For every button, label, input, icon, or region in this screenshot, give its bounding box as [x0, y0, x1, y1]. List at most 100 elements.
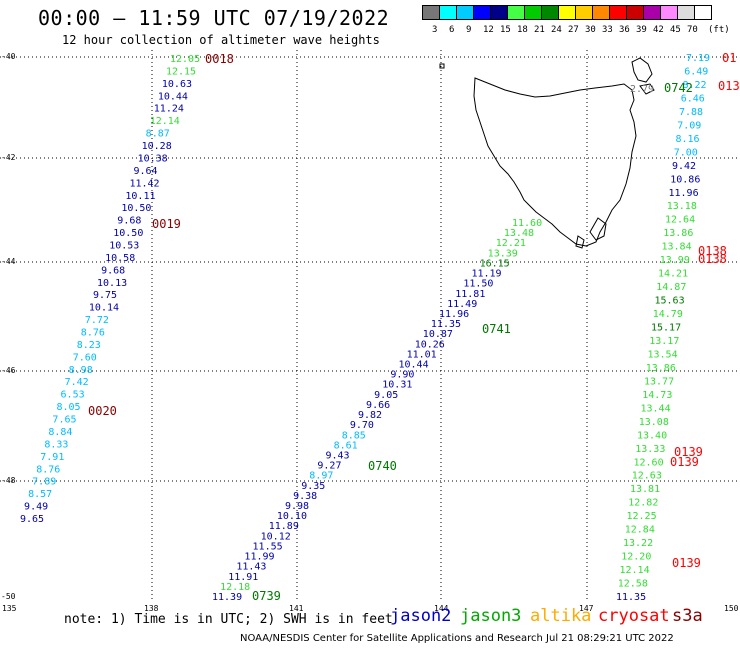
wave-height-value: 13.86	[663, 228, 693, 239]
pass-time-label: 0739	[252, 589, 281, 603]
pass-time-label: 0138	[698, 244, 727, 258]
wave-height-value: 15.63	[655, 296, 685, 307]
wave-height-value: 9.05	[374, 390, 398, 401]
wave-height-value: 6.46	[681, 93, 705, 104]
wave-height-value: 10.44	[158, 91, 188, 102]
wave-height-value: 10.50	[121, 203, 151, 214]
wave-height-value: 11.49	[447, 299, 477, 310]
wave-height-value: 9.42	[672, 161, 696, 172]
wave-height-value: 11.19	[471, 269, 501, 280]
wave-height-value: 13.99	[660, 255, 690, 266]
map-title: 00:00 – 11:59 UTC 07/19/2022	[38, 6, 390, 30]
wave-height-value: 7.00	[674, 147, 698, 158]
bruny-island	[575, 235, 585, 249]
wave-height-value: 12.15	[166, 66, 196, 77]
wave-height-value: 12.21	[496, 238, 526, 249]
wave-height-value: 11.55	[253, 541, 283, 552]
wave-height-value: 9.66	[366, 400, 390, 411]
small-island-north	[439, 63, 445, 69]
wave-height-value: 8.16	[676, 134, 700, 145]
mission-altika: altika	[530, 606, 592, 626]
wave-height-value: 11.39	[212, 592, 242, 603]
wave-height-value: 15.17	[651, 323, 681, 334]
pass-time-label: 0740	[368, 459, 397, 473]
pass-time-label: 0139	[670, 455, 699, 469]
wave-height-value: 12.20	[621, 552, 651, 563]
wave-height-value: 13.44	[641, 403, 671, 414]
note-text: note: 1) Time is in UTC; 2) SWH is in fe…	[64, 612, 393, 627]
wave-height-value: 14.73	[642, 390, 672, 401]
latitude-label: -50	[1, 592, 16, 601]
grid-lines	[0, 50, 740, 600]
wave-height-value: 9.90	[390, 370, 414, 381]
wave-height-value: 12.14	[150, 116, 180, 127]
wave-height-value: 9.82	[358, 410, 382, 421]
wave-height-value: 11.35	[431, 319, 461, 330]
wave-height-value: 14.21	[658, 269, 688, 280]
latitude-label: -48	[1, 476, 16, 485]
scale-label: 30	[585, 25, 596, 35]
wave-height-value: 8.05	[56, 402, 80, 413]
wave-height-value: 2.79	[630, 84, 654, 95]
wave-height-value: 8.76	[36, 464, 60, 475]
scale-label: 15	[500, 25, 511, 35]
wave-height-value: 10.53	[109, 240, 139, 251]
wave-height-value: 9.27	[317, 461, 341, 472]
wave-height-value: 9.68	[117, 216, 141, 227]
wave-height-value: 11.50	[463, 279, 493, 290]
wave-height-value: 7.88	[679, 107, 703, 118]
pass-time-label: 013	[718, 79, 740, 93]
wave-height-value: 14.79	[653, 309, 683, 320]
scale-label: 42	[653, 25, 664, 35]
wave-height-value: 12.18	[220, 582, 250, 593]
scale-label: 6	[449, 25, 455, 35]
wave-height-value: 10.63	[162, 79, 192, 90]
scale-label: 18	[517, 25, 528, 35]
tasman-peninsula	[589, 217, 607, 241]
latitude-label: -42	[1, 153, 16, 162]
scale-label: 39	[636, 25, 647, 35]
wave-height-value: 12.05	[170, 54, 200, 65]
scale-label: 36	[619, 25, 630, 35]
wave-height-value: 10.12	[261, 531, 291, 542]
wave-height-value: 12.84	[625, 525, 655, 536]
wave-height-value: 16.15	[480, 258, 510, 269]
pass-time-label: 0742	[664, 81, 693, 95]
wave-height-value: 11.81	[455, 289, 485, 300]
wave-height-value: 13.39	[488, 248, 518, 259]
wave-height-value: 9.49	[24, 502, 48, 513]
wave-height-value: 7.42	[65, 377, 89, 388]
pass-time-label: 0139	[674, 445, 703, 459]
longitude-label: 147	[579, 604, 594, 613]
cape-barren-island	[639, 83, 655, 95]
wave-height-value: 9.68	[101, 265, 125, 276]
wave-height-value: 11.43	[236, 562, 266, 573]
scale-label: 33	[602, 25, 613, 35]
wave-height-value: 12.25	[627, 511, 657, 522]
scale-label: 12	[483, 25, 494, 35]
wave-height-value: 8.23	[77, 340, 101, 351]
wave-height-value: 9.65	[20, 514, 44, 525]
wave-height-value: 13.86	[646, 363, 676, 374]
wave-height-value: 7.09	[677, 120, 701, 131]
wave-height-value: 12.58	[618, 579, 648, 590]
wave-height-value: 9.35	[301, 481, 325, 492]
wave-height-value: 13.84	[662, 242, 692, 253]
pass-time-label: 0019	[152, 217, 181, 231]
wave-height-value: 9.98	[285, 501, 309, 512]
wave-height-value: 11.96	[439, 309, 469, 320]
wave-height-value: 14.87	[656, 282, 686, 293]
map-subtitle: 12 hour collection of altimeter wave hei…	[62, 33, 380, 47]
wave-height-value: 8.84	[48, 427, 72, 438]
longitude-label: 141	[289, 604, 304, 613]
wave-height-value: 13.48	[504, 228, 534, 239]
scale-unit-label: (ft)	[708, 25, 730, 35]
wave-height-value: 13.77	[644, 376, 674, 387]
wave-height-value: 8.22	[683, 80, 707, 91]
wave-height-value: 10.87	[423, 329, 453, 340]
scale-label: 9	[466, 25, 472, 35]
pass-time-label: 01	[722, 51, 736, 65]
wave-height-value: 10.14	[89, 303, 119, 314]
wave-height-value: 8.76	[81, 328, 105, 339]
scale-label: 45	[670, 25, 681, 35]
